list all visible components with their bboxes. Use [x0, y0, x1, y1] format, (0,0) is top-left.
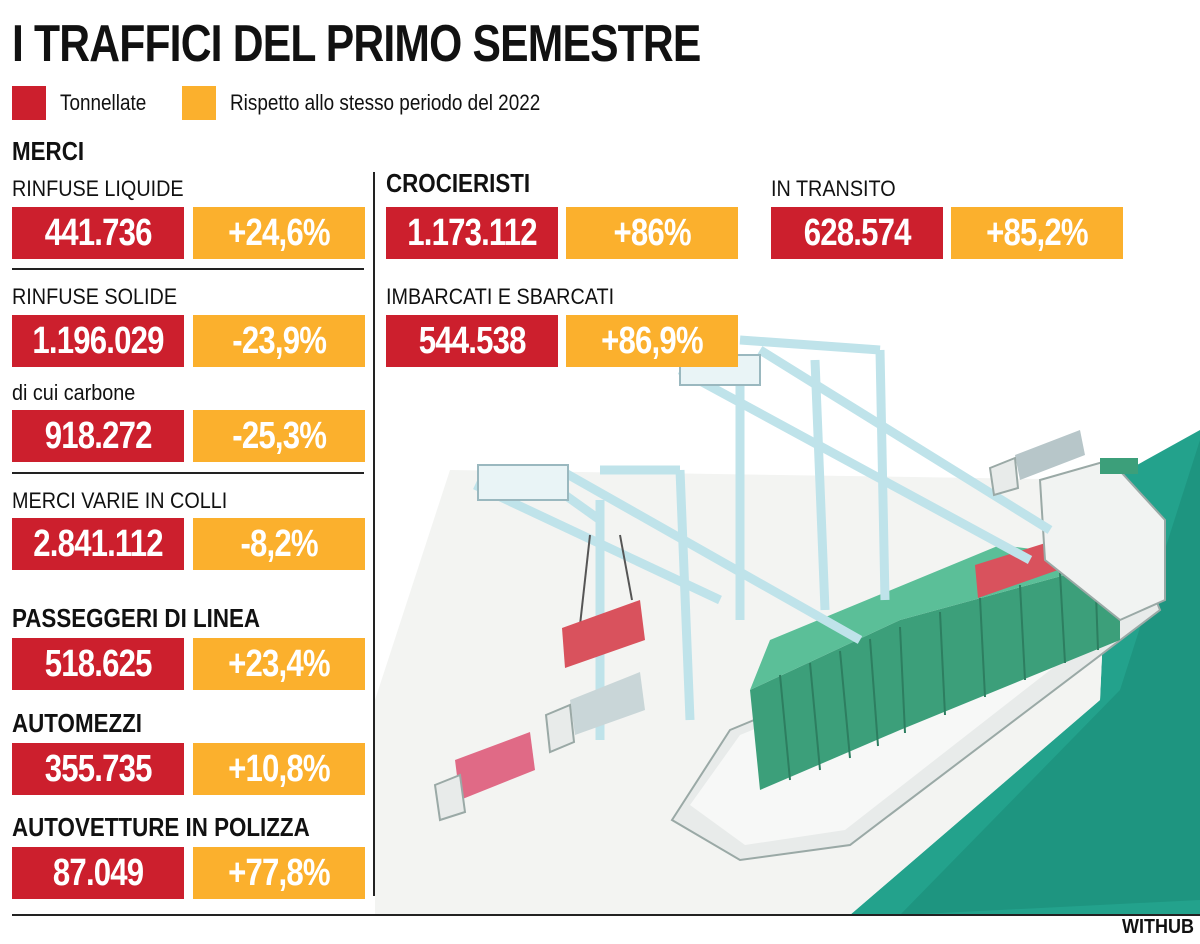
passeggeri-change: +23,4% [193, 638, 365, 690]
imbarcati-label: IMBARCATI E SBARCATI [386, 284, 615, 309]
rinfuse-liquide-change: +24,6% [193, 207, 365, 259]
truck-gray [988, 430, 1085, 497]
colli-value: 2.841.112 [12, 518, 184, 570]
truck-gray-2 [544, 672, 645, 754]
passeggeri-heading: PASSEGGERI DI LINEA [12, 603, 261, 633]
credit-label: WITHUB [1122, 916, 1194, 938]
carbone-value: 918.272 [12, 410, 184, 462]
divider [12, 268, 364, 270]
transito-value: 628.574 [771, 207, 943, 259]
truck-pink [433, 732, 535, 822]
transito-change: +85,2% [951, 207, 1123, 259]
automezzi-change: +10,8% [193, 743, 365, 795]
imbarcati-value: 544.538 [386, 315, 558, 367]
bottom-rule [12, 914, 1200, 916]
crocieristi-value: 1.173.112 [386, 207, 558, 259]
rinfuse-liquide-value: 441.736 [12, 207, 184, 259]
colli-label: MERCI VARIE IN COLLI [12, 488, 228, 513]
rinfuse-solide-change: -23,9% [193, 315, 365, 367]
carbone-label: di cui carbone [12, 380, 136, 405]
transito-label: IN TRANSITO [771, 176, 896, 201]
crane-cab-left [477, 464, 569, 501]
rinfuse-liquide-label: RINFUSE LIQUIDE [12, 176, 184, 201]
divider [12, 472, 364, 474]
column-divider [373, 172, 375, 896]
autovetture-value: 87.049 [12, 847, 184, 899]
ship [670, 458, 1166, 862]
crocieristi-change: +86% [566, 207, 738, 259]
autovetture-heading: AUTOVETTURE IN POLIZZA [12, 812, 310, 842]
sea-dark-shape [900, 440, 1200, 915]
legend-item-tonnellate: Tonnellate [12, 86, 160, 120]
hanging-container [562, 534, 645, 668]
page-title: I TRAFFICI DEL PRIMO SEMESTRE [12, 15, 701, 73]
colli-change: -8,2% [193, 518, 365, 570]
legend-swatch-orange [182, 86, 216, 120]
legend-swatch-red [12, 86, 46, 120]
passeggeri-value: 518.625 [12, 638, 184, 690]
carbone-change: -25,3% [193, 410, 365, 462]
autovetture-change: +77,8% [193, 847, 365, 899]
legend-label: Rispetto allo stesso periodo del 2022 [230, 90, 541, 115]
rinfuse-solide-label: RINFUSE SOLIDE [12, 284, 178, 309]
automezzi-value: 355.735 [12, 743, 184, 795]
automezzi-heading: AUTOMEZZI [12, 708, 143, 738]
legend-label: Tonnellate [60, 90, 147, 115]
legend-item-rispetto: Rispetto allo stesso periodo del 2022 [182, 86, 591, 120]
merci-heading: MERCI [12, 136, 85, 166]
crane-right [677, 335, 1053, 620]
rinfuse-solide-value: 1.196.029 [12, 315, 184, 367]
crocieristi-heading: CROCIERISTI [386, 168, 531, 198]
imbarcati-change: +86,9% [566, 315, 738, 367]
